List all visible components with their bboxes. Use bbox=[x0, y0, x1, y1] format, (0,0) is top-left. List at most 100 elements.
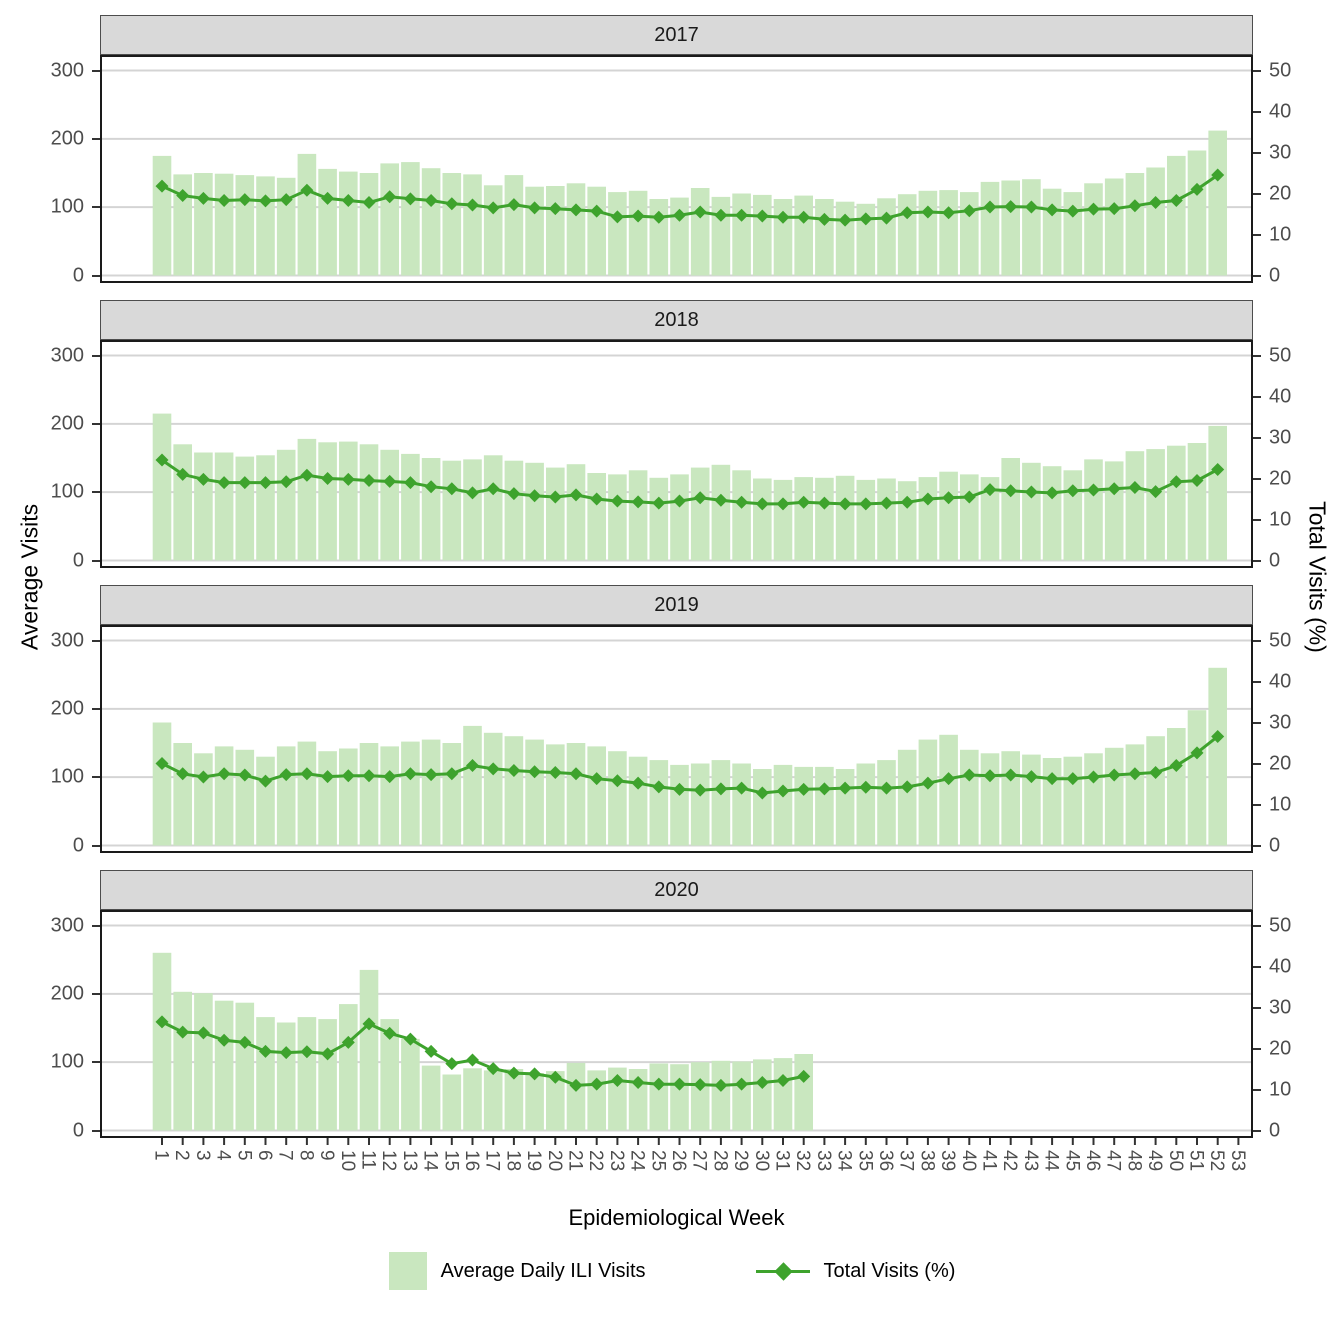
line-marker-week-21 bbox=[569, 488, 583, 502]
bar-week-28 bbox=[711, 1060, 731, 1131]
x-axis-tick-label: 29 bbox=[730, 1150, 751, 1171]
line-marker-week-15 bbox=[445, 197, 459, 211]
bar-week-52 bbox=[1208, 130, 1227, 276]
line-marker-week-31 bbox=[776, 210, 790, 224]
bar-week-51 bbox=[1187, 443, 1207, 561]
x-axis-tick-label: 33 bbox=[813, 1150, 834, 1171]
right-axis-tick-label: 50 bbox=[1269, 59, 1292, 81]
line-marker-week-36 bbox=[880, 496, 893, 510]
line-marker-week-23 bbox=[610, 1073, 624, 1087]
line-marker-week-41 bbox=[983, 200, 997, 214]
x-axis-tick-label: 18 bbox=[502, 1150, 523, 1171]
bar-week-2 bbox=[173, 991, 192, 1131]
left-axis-tick-mark bbox=[92, 559, 100, 562]
line-marker-week-26 bbox=[673, 1077, 686, 1091]
x-axis-tick-label: 46 bbox=[1082, 1150, 1103, 1171]
line-marker-week-12 bbox=[383, 770, 397, 784]
bar-week-38 bbox=[918, 739, 938, 846]
line-marker-week-52 bbox=[1211, 729, 1225, 743]
x-axis: 1 2 3 4 5 6 7 8 9 10 11 12 13 14 15 16 17 18 19 20 21 22 23 24 2… bbox=[100, 1138, 1253, 1231]
line-marker-week-31 bbox=[776, 497, 790, 511]
line-marker-week-9 bbox=[321, 191, 335, 205]
line-marker-week-9 bbox=[321, 770, 335, 784]
bar-week-18 bbox=[504, 175, 524, 276]
x-axis-tick-label: 15 bbox=[440, 1150, 461, 1171]
total-visits-line bbox=[161, 735, 1219, 795]
left-axis-tick-mark bbox=[92, 776, 100, 779]
line-marker-week-43 bbox=[1024, 485, 1038, 499]
bar-week-24 bbox=[628, 756, 648, 846]
x-axis-tick-label: 6 bbox=[254, 1150, 275, 1161]
bar-week-8 bbox=[297, 153, 317, 276]
line-marker-week-51 bbox=[1190, 182, 1204, 196]
x-axis-tick-label: 47 bbox=[1103, 1150, 1124, 1171]
right-axis-tick-label: 20 bbox=[1269, 182, 1292, 204]
x-axis-tick-label: 49 bbox=[1144, 1150, 1165, 1171]
line-marker-week-32 bbox=[797, 782, 811, 796]
bar-week-17 bbox=[483, 455, 503, 561]
bar-week-26 bbox=[670, 1064, 689, 1131]
left-axis-tick-label: 100 bbox=[50, 1050, 84, 1073]
line-marker-week-24 bbox=[631, 776, 645, 790]
bar-week-12 bbox=[380, 449, 399, 561]
legend-item-line: Total Visits (%) bbox=[755, 1252, 955, 1290]
line-marker-week-29 bbox=[735, 208, 749, 222]
line-marker-week-28 bbox=[714, 493, 728, 507]
bar-week-16 bbox=[463, 459, 482, 561]
bar-week-27 bbox=[690, 467, 710, 561]
line-marker-week-22 bbox=[590, 1077, 604, 1091]
bar-week-5 bbox=[235, 749, 255, 846]
left-axis-tick-label: 300 bbox=[50, 59, 84, 81]
bar-week-14 bbox=[421, 739, 441, 846]
x-axis-tick-label: 37 bbox=[896, 1150, 917, 1171]
left-axis-tick-label: 0 bbox=[72, 264, 84, 286]
left-axis-tick-label: 0 bbox=[72, 549, 84, 571]
line-marker-week-28 bbox=[714, 782, 728, 796]
bar-week-44 bbox=[1042, 188, 1062, 276]
line-marker-week-18 bbox=[507, 198, 521, 212]
left-axis-tick-label: 200 bbox=[50, 412, 84, 435]
line-marker-week-2 bbox=[176, 189, 190, 203]
bar-week-6 bbox=[256, 455, 275, 561]
bar-week-28 bbox=[711, 760, 731, 846]
line-marker-week-28 bbox=[714, 208, 728, 222]
line-marker-week-17 bbox=[486, 1062, 500, 1076]
right-axis-tick-mark bbox=[1253, 69, 1261, 72]
bar-week-6 bbox=[256, 756, 275, 846]
x-axis-tick-label: 32 bbox=[792, 1150, 813, 1171]
x-axis-tick-label: 41 bbox=[979, 1150, 1000, 1171]
x-axis-tick-label: 14 bbox=[420, 1150, 441, 1172]
line-marker-week-34 bbox=[838, 781, 852, 795]
right-axis-tick-mark bbox=[1253, 436, 1261, 439]
line-marker-week-25 bbox=[652, 780, 666, 794]
line-marker-week-2 bbox=[176, 767, 190, 781]
right-axis-tick-label: 50 bbox=[1269, 914, 1292, 936]
line-marker-week-14 bbox=[424, 480, 438, 494]
line-marker-week-14 bbox=[424, 768, 438, 782]
line-marker-week-32 bbox=[797, 1069, 811, 1083]
bar-week-34 bbox=[835, 201, 855, 276]
bar-week-42 bbox=[1001, 180, 1020, 276]
line-marker-week-9 bbox=[321, 472, 335, 486]
bar-week-9 bbox=[318, 168, 337, 276]
x-axis-tick-label: 43 bbox=[1020, 1150, 1041, 1171]
facet-plot-panel: 0 100 200 300 0 10 20 30 40 50 bbox=[51, 55, 1291, 286]
right-axis-tick-mark bbox=[1253, 192, 1261, 195]
line-marker-week-17 bbox=[486, 482, 500, 496]
line-marker-week-32 bbox=[797, 210, 811, 224]
line-marker-week-43 bbox=[1024, 770, 1038, 784]
bar-week-12 bbox=[380, 1019, 399, 1131]
bar-week-4 bbox=[214, 746, 234, 846]
bar-week-18 bbox=[504, 736, 524, 846]
bar-week-22 bbox=[587, 473, 606, 561]
left-axis-tick-label: 100 bbox=[50, 480, 84, 503]
bar-week-1 bbox=[152, 722, 172, 846]
bar-week-31 bbox=[773, 479, 793, 561]
bar-week-24 bbox=[628, 190, 648, 276]
x-axis-tick-label: 1 bbox=[151, 1150, 172, 1161]
bar-week-25 bbox=[649, 199, 669, 276]
bar-week-37 bbox=[897, 481, 917, 561]
legend-diamond-marker-icon bbox=[773, 1262, 793, 1281]
left-axis-tick-label: 100 bbox=[50, 195, 84, 218]
left-axis-tick-mark bbox=[92, 992, 100, 995]
